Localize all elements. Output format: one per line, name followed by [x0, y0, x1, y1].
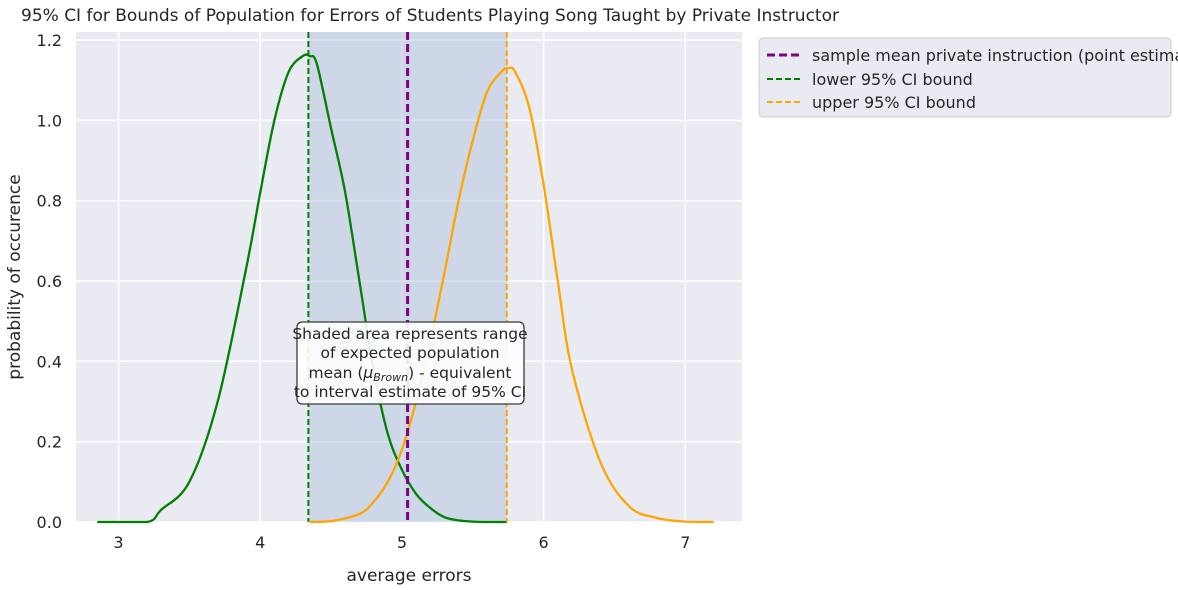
y-tick-label: 0.6: [37, 272, 62, 291]
y-tick-labels: 0.0 0.2 0.4 0.6 0.8 1.0 1.2: [37, 31, 62, 532]
y-tick-label: 1.2: [37, 31, 62, 50]
annotation-line-1: Shaded area represents range: [292, 325, 527, 343]
x-tick-label: 7: [680, 533, 690, 552]
annotation-line-3-end: ) - equivalent: [408, 364, 511, 382]
lower-bound-density-curve: [97, 53, 507, 524]
annotation-box: Shaded area represents range of expected…: [292, 321, 528, 405]
x-tick-label: 3: [113, 533, 123, 552]
legend-label-sample-mean: sample mean private instruction (point e…: [812, 46, 1178, 65]
x-axis-label: average errors: [346, 566, 471, 586]
reference-lines: [307, 32, 508, 522]
upper-bound-density-curve: [309, 66, 714, 524]
x-tick-label: 6: [539, 533, 549, 552]
y-tick-label: 0.8: [37, 192, 62, 211]
annotation-line-2: of expected population: [320, 344, 499, 362]
y-axis-label: probability of occurence: [5, 174, 25, 379]
legend-label-lower-bound: lower 95% CI bound: [812, 70, 973, 89]
x-tick-labels: 3 4 5 6 7: [113, 533, 690, 552]
annotation-line-4: to interval estimate of 95% CI: [294, 383, 526, 401]
x-tick-label: 4: [255, 533, 265, 552]
chart-title: 95% CI for Bounds of Population for Erro…: [21, 6, 839, 26]
y-tick-label: 0.4: [37, 352, 62, 371]
y-tick-label: 0.2: [37, 433, 62, 452]
density-curves: [97, 53, 714, 524]
annotation-mu: μ: [362, 364, 373, 382]
legend-box: [758, 37, 1172, 118]
annotation-line-3-start: mean (: [308, 364, 363, 382]
y-tick-label: 0.0: [37, 513, 62, 532]
x-tick-label: 5: [397, 533, 407, 552]
y-tick-label: 1.0: [37, 111, 62, 130]
annotation-subscript: Brown: [373, 371, 408, 384]
legend-label-upper-bound: upper 95% CI bound: [812, 93, 976, 112]
legend: sample mean private instruction (point e…: [758, 37, 1178, 118]
annotation-line-3: mean (μBrown) - equivalent: [308, 364, 511, 384]
